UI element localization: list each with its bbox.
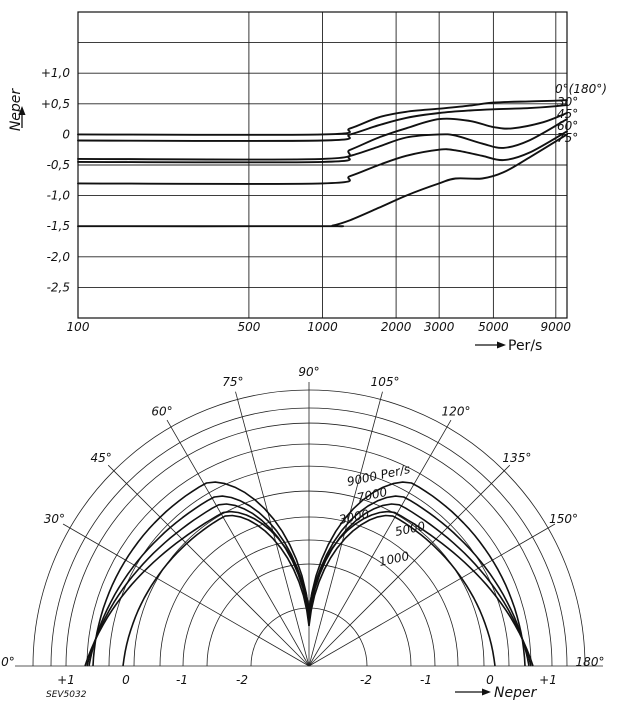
attenuation-line-chart: +1,0 +0,5 0 -0,5 -1,0 -1,5 -2,0 -2,5 100 500 1000… xyxy=(8,11,607,354)
series-labels: 0°(180°)30°45°60°75° xyxy=(555,82,607,145)
x-tick-label: 3000 xyxy=(424,320,455,334)
polar-curve-left xyxy=(122,514,310,667)
y-axis-arrow xyxy=(18,106,26,128)
chart-grid xyxy=(77,11,568,319)
radial-label: 0 xyxy=(122,673,130,687)
series-line xyxy=(77,118,568,164)
polar-spoke xyxy=(62,523,310,667)
polar-series-label: 7000 xyxy=(356,485,389,505)
x-tick-label: 1000 xyxy=(307,320,338,334)
x-tick-label: 9000 xyxy=(541,320,572,334)
polar-series-label: 3000 xyxy=(338,507,371,527)
radial-tick-labels: +1 0 -1 -2 -2 -1 0 +1 xyxy=(57,673,557,687)
polar-curve-left xyxy=(84,510,310,667)
polar-directional-chart: 0° 30° 45° 60° 75° 90° 105° 120° 135° 150° 180° +1… xyxy=(1,365,604,701)
polar-series-label: 5000 xyxy=(394,519,427,539)
series-label: 75° xyxy=(557,131,578,145)
y-tick-label: -2,5 xyxy=(47,280,70,294)
series-line xyxy=(77,130,568,185)
angle-label: 180° xyxy=(576,655,605,669)
y-tick-label: -0,5 xyxy=(47,158,70,172)
series-label: 60° xyxy=(557,119,578,133)
figure-code: SEV5032 xyxy=(46,690,87,700)
x-tick-label: 500 xyxy=(237,320,260,334)
polar-spoke xyxy=(166,419,310,667)
polar-spoke xyxy=(235,391,310,667)
polar-spoke xyxy=(107,464,310,667)
polar-curve-left xyxy=(88,495,310,667)
radial-label: -2 xyxy=(360,673,372,687)
polar-curve-right xyxy=(308,503,532,667)
polar-grid xyxy=(15,382,603,667)
polar-curve-left xyxy=(86,503,310,667)
x-axis-label: Per/s xyxy=(508,338,542,354)
polar-curve-right xyxy=(308,495,530,667)
y-tick-label: -1,0 xyxy=(47,189,71,203)
polar-spoke xyxy=(308,523,556,667)
x-tick-label: 5000 xyxy=(478,320,509,334)
polar-curve-right xyxy=(308,481,526,667)
y-tick-label: -2,0 xyxy=(47,250,71,264)
angle-label: 75° xyxy=(222,375,243,389)
angle-label: 0° xyxy=(1,655,15,669)
radial-label: -1 xyxy=(176,673,188,687)
plot-frame xyxy=(77,11,568,319)
angle-label: 90° xyxy=(298,365,319,379)
polar-series xyxy=(84,481,534,667)
radial-label: +1 xyxy=(539,673,557,687)
series-label: 45° xyxy=(557,107,578,121)
angle-label: 135° xyxy=(502,451,531,465)
radial-label: -1 xyxy=(420,673,432,687)
chart-series xyxy=(77,99,568,228)
polar-spoke xyxy=(308,464,511,667)
x-axis-arrow xyxy=(475,341,506,349)
polar-spoke xyxy=(308,391,383,667)
series-label: 30° xyxy=(557,95,578,109)
y-tick-label: +1,0 xyxy=(41,66,71,80)
series-line xyxy=(77,133,568,228)
angle-label: 120° xyxy=(442,404,471,418)
x-tick-label: 2000 xyxy=(381,320,412,334)
series-label: 0°(180°) xyxy=(555,82,607,96)
y-tick-labels: +1,0 +0,5 0 -0,5 -1,0 -1,5 -2,0 -2,5 xyxy=(41,66,71,294)
polar-series-label: 9000 Per/s xyxy=(346,462,412,489)
radial-label: -2 xyxy=(236,673,248,687)
radial-label: 0 xyxy=(486,673,494,687)
x-tick-labels: 100 500 1000 2000 3000 5000 9000 xyxy=(67,320,572,334)
angle-label: 105° xyxy=(371,375,400,389)
angle-label: 30° xyxy=(44,512,65,526)
polar-curve-right xyxy=(308,514,496,667)
x-tick-label: 100 xyxy=(67,320,90,334)
series-line xyxy=(77,104,568,142)
angle-label: 60° xyxy=(151,404,172,418)
radial-axis-arrow xyxy=(455,688,491,696)
polar-curve-right xyxy=(308,510,534,667)
radial-axis-label: Neper xyxy=(494,685,538,701)
y-tick-label: -1,5 xyxy=(47,219,70,233)
radial-label: +1 xyxy=(57,673,75,687)
angle-tick-labels: 0° 30° 45° 60° 75° 90° 105° 120° 135° 150° 180° xyxy=(1,365,604,669)
polar-spoke xyxy=(308,419,452,667)
series-line xyxy=(77,99,568,136)
y-axis-label: Neper xyxy=(8,88,24,132)
y-tick-label: +0,5 xyxy=(41,97,70,111)
polar-curve-left xyxy=(92,481,310,667)
angle-label: 150° xyxy=(549,512,578,526)
polar-series-label: 1000 xyxy=(378,549,411,569)
series-line xyxy=(77,112,568,161)
y-tick-label: 0 xyxy=(62,127,70,141)
angle-label: 45° xyxy=(90,451,111,465)
